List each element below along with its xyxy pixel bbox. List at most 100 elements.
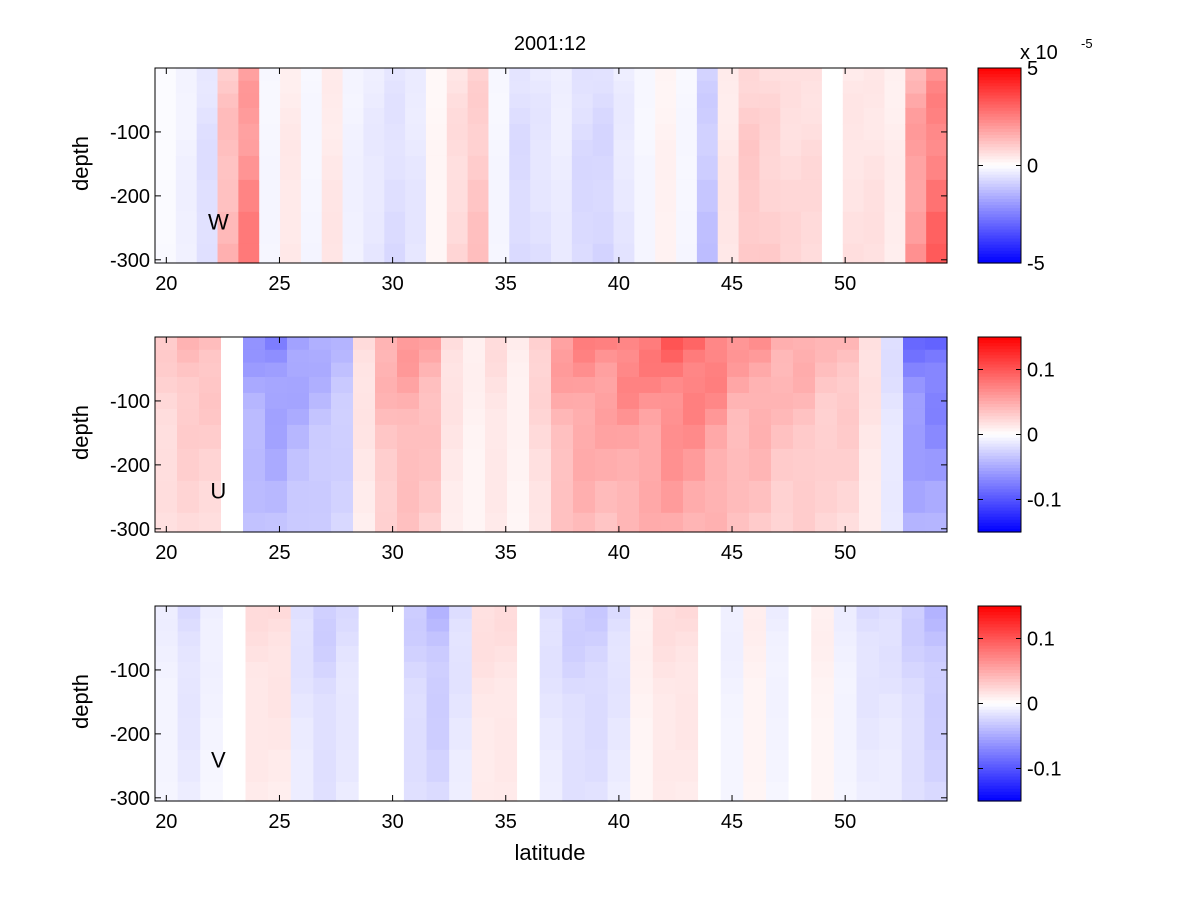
heatmap-cell <box>313 631 337 647</box>
colorbar-step <box>978 397 1021 402</box>
heatmap-cell <box>358 717 382 751</box>
colorbar-step <box>978 235 1021 240</box>
heatmap-cell <box>573 512 596 533</box>
heatmap-cell <box>290 645 314 663</box>
heatmap-cell <box>177 337 200 351</box>
heatmap-cell <box>856 645 880 663</box>
heatmap-cell <box>529 392 552 410</box>
heatmap-cell <box>287 448 310 482</box>
heatmap-cell <box>884 107 906 125</box>
colorbar-step <box>978 202 1021 206</box>
heatmap-cell <box>551 243 573 264</box>
heatmap-cell <box>720 606 744 620</box>
heatmap-cell <box>539 749 563 783</box>
heatmap-cell <box>221 362 244 378</box>
colorbar-step <box>978 113 1021 118</box>
colorbar-step <box>978 171 1021 176</box>
heatmap-cell <box>771 337 794 351</box>
heatmap-cell <box>595 376 618 394</box>
heatmap-cell <box>833 781 858 802</box>
colorbar-step <box>978 195 1021 200</box>
heatmap-cell <box>881 337 904 351</box>
heatmap-cell <box>155 661 179 679</box>
heatmap-cell <box>245 781 269 802</box>
heatmap-cell <box>353 392 376 410</box>
heatmap-cell <box>573 448 596 482</box>
heatmap-cell <box>530 80 552 95</box>
colorbar-step <box>978 364 1021 369</box>
heatmap-cell <box>471 693 496 719</box>
heatmap-cell <box>720 631 744 647</box>
heatmap-cell <box>859 376 882 394</box>
heatmap-cell <box>530 211 552 245</box>
heatmap-cell <box>507 512 530 533</box>
heatmap-cell <box>243 337 266 351</box>
heatmap-cell <box>717 123 740 141</box>
heatmap-cell <box>551 337 574 351</box>
heatmap-cell <box>155 349 178 364</box>
colorbar-step <box>978 80 1021 84</box>
heatmap-cell <box>676 107 698 125</box>
heatmap-cell <box>833 717 858 751</box>
heatmap-cell <box>419 480 442 514</box>
heatmap-cell <box>613 243 635 264</box>
y-tick-label: -200 <box>110 724 150 746</box>
heatmap-cell <box>529 448 552 482</box>
heatmap-cell <box>738 139 761 157</box>
y-tick-label: -100 <box>110 660 150 682</box>
heatmap-cell <box>879 645 903 663</box>
colorbar-step <box>978 361 1021 366</box>
heatmap-cell <box>859 512 882 533</box>
heatmap-cell <box>221 349 244 364</box>
heatmap-cell <box>592 80 615 95</box>
colorbar-step <box>978 446 1021 451</box>
heatmap-cell <box>551 68 573 82</box>
heatmap-cell <box>375 349 398 364</box>
colorbar-step <box>978 259 1021 264</box>
heatmap-cell <box>727 448 750 482</box>
heatmap-cell <box>238 139 260 157</box>
heatmap-cell <box>321 179 344 213</box>
colorbar-step <box>978 186 1021 191</box>
heatmap-cell <box>793 448 816 482</box>
heatmap-cell <box>471 749 496 783</box>
heatmap-cell <box>926 80 948 95</box>
heatmap-cell <box>925 392 948 410</box>
heatmap-cell <box>720 693 744 719</box>
heatmap-cell <box>177 424 200 450</box>
heatmap-cell <box>856 618 880 633</box>
heatmap-cell <box>397 480 420 514</box>
heatmap-cell <box>652 618 677 633</box>
heatmap-cell <box>793 392 816 410</box>
heatmap-cell <box>363 155 385 181</box>
heatmap-cell <box>177 661 201 679</box>
heatmap-cell <box>661 392 684 410</box>
heatmap-cell <box>573 337 596 351</box>
heatmap-cell <box>488 80 510 95</box>
heatmap-cell <box>155 717 179 751</box>
heatmap-cell <box>221 512 244 533</box>
heatmap-cell <box>155 781 179 802</box>
heatmap-cell <box>449 693 473 719</box>
heatmap-cell <box>749 392 772 410</box>
heatmap-cell <box>425 93 448 109</box>
colorbar-step <box>978 606 1021 610</box>
heatmap-cell <box>155 448 178 482</box>
heatmap-cell <box>856 606 880 620</box>
heatmap-cell <box>446 211 469 245</box>
heatmap-cell <box>384 93 406 109</box>
heatmap-cell <box>509 107 531 125</box>
heatmap-cell <box>738 155 761 181</box>
heatmap-cell <box>321 68 344 82</box>
heatmap-cell <box>217 107 239 125</box>
heatmap-cell <box>717 179 740 213</box>
colorbar-step <box>978 119 1021 124</box>
heatmap-cell <box>309 376 332 394</box>
heatmap-cell <box>446 123 469 141</box>
heatmap-cell <box>793 376 816 394</box>
heatmap-cell <box>655 107 677 125</box>
heatmap-cell <box>485 424 508 450</box>
heatmap-cell <box>592 243 615 264</box>
heatmap-cell <box>300 68 323 82</box>
heatmap-cell <box>358 618 382 633</box>
